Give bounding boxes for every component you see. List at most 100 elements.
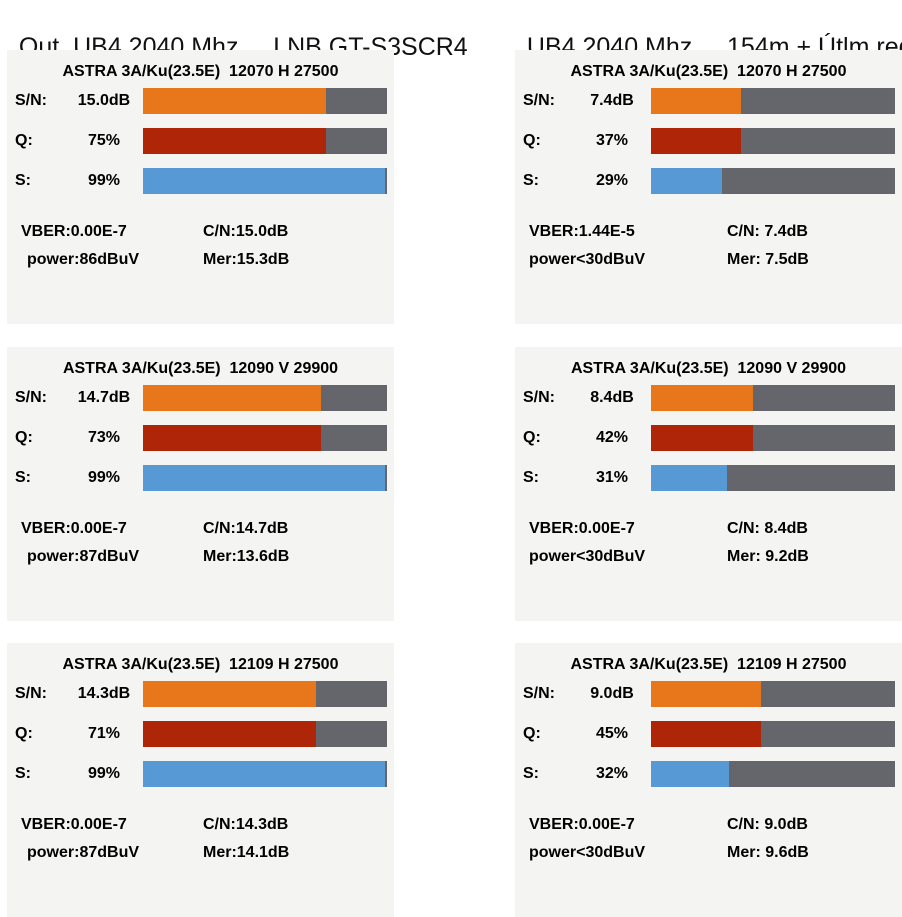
signal-label: S:	[523, 469, 539, 486]
signal-bar	[651, 465, 895, 491]
cn-value: C/N:14.3dB	[203, 816, 289, 833]
vber-value: VBER:0.00E-7	[21, 816, 127, 833]
quality-label: Q:	[15, 132, 33, 149]
signal-label: S:	[15, 469, 31, 486]
quality-bar	[143, 128, 387, 154]
snr-bar-fill	[143, 88, 326, 114]
quality-bar-fill	[651, 721, 761, 747]
signal-bar	[143, 168, 387, 194]
quality-bar-fill	[143, 721, 317, 747]
signal-bar-fill	[143, 465, 385, 491]
signal-meter-row: S: 31%	[515, 465, 902, 491]
cn-value: C/N:14.7dB	[203, 520, 289, 537]
signal-label: S:	[15, 172, 31, 189]
transponder-title: ASTRA 3A/Ku(23.5E) 12090 V 29900	[570, 360, 847, 377]
snr-bar-fill	[651, 88, 742, 114]
signal-label: S:	[523, 172, 539, 189]
quality-meter-row: Q: 37%	[515, 128, 902, 154]
measurement-panel-1: ASTRA 3A/Ku(23.5E) 12070 H 27500 S/N: 15…	[7, 50, 394, 324]
quality-bar-fill	[651, 425, 754, 451]
snr-value: 14.3dB	[77, 685, 131, 702]
snr-meter-row: S/N: 14.7dB	[7, 385, 394, 411]
snr-bar-fill	[143, 385, 322, 411]
quality-meter-row: Q: 42%	[515, 425, 902, 451]
quality-bar	[143, 721, 387, 747]
power-value: power:87dBuV	[27, 548, 140, 565]
signal-bar	[143, 761, 387, 787]
power-value: power<30dBuV	[529, 548, 646, 565]
signal-value: 99%	[87, 469, 121, 486]
snr-value: 8.4dB	[590, 389, 634, 406]
signal-label: S:	[523, 765, 539, 782]
snr-label: S/N:	[15, 685, 47, 702]
quality-value: 37%	[595, 132, 629, 149]
quality-bar	[143, 425, 387, 451]
transponder-title: ASTRA 3A/Ku(23.5E) 12070 H 27500	[570, 63, 847, 80]
snr-value: 9.0dB	[590, 685, 634, 702]
quality-meter-row: Q: 71%	[7, 721, 394, 747]
snr-label: S/N:	[523, 685, 555, 702]
snr-bar	[651, 385, 895, 411]
measurement-panel-4: ASTRA 3A/Ku(23.5E) 12090 V 29900 S/N: 8.…	[515, 347, 902, 621]
mer-value: Mer:13.6dB	[203, 548, 290, 565]
cn-value: C/N:15.0dB	[203, 223, 289, 240]
signal-bar-fill	[651, 465, 727, 491]
signal-bar-fill	[143, 168, 385, 194]
power-value: power<30dBuV	[529, 844, 646, 861]
vber-value: VBER:0.00E-7	[21, 520, 127, 537]
transponder-title: ASTRA 3A/Ku(23.5E) 12070 H 27500	[62, 63, 339, 80]
signal-bar	[651, 168, 895, 194]
mer-value: Mer:14.1dB	[203, 844, 290, 861]
vber-value: VBER:1.44E-5	[529, 223, 635, 240]
snr-meter-row: S/N: 15.0dB	[7, 88, 394, 114]
quality-label: Q:	[15, 725, 33, 742]
measurement-panel-3: ASTRA 3A/Ku(23.5E) 12090 V 29900 S/N: 14…	[7, 347, 394, 621]
quality-bar-fill	[651, 128, 742, 154]
snr-value: 7.4dB	[590, 92, 634, 109]
signal-meter-row: S: 99%	[7, 761, 394, 787]
signal-label: S:	[15, 765, 31, 782]
quality-bar	[651, 425, 895, 451]
signal-meter-row: S: 99%	[7, 168, 394, 194]
quality-value: 45%	[595, 725, 629, 742]
mer-value: Mer: 7.5dB	[727, 251, 809, 268]
vber-value: VBER:0.00E-7	[529, 816, 635, 833]
signal-bar-fill	[651, 168, 722, 194]
signal-bar-fill	[143, 761, 385, 787]
snr-meter-row: S/N: 9.0dB	[515, 681, 902, 707]
transponder-title: ASTRA 3A/Ku(23.5E) 12109 H 27500	[62, 656, 339, 673]
quality-value: 73%	[87, 429, 121, 446]
mer-value: Mer: 9.6dB	[727, 844, 809, 861]
quality-meter-row: Q: 45%	[515, 721, 902, 747]
signal-value: 99%	[87, 765, 121, 782]
snr-label: S/N:	[523, 389, 555, 406]
signal-value: 32%	[595, 765, 629, 782]
quality-bar-fill	[143, 128, 326, 154]
transponder-title: ASTRA 3A/Ku(23.5E) 12109 H 27500	[570, 656, 847, 673]
mer-value: Mer: 9.2dB	[727, 548, 809, 565]
quality-bar-fill	[143, 425, 322, 451]
quality-meter-row: Q: 73%	[7, 425, 394, 451]
signal-value: 99%	[87, 172, 121, 189]
signal-bar	[651, 761, 895, 787]
snr-meter-row: S/N: 8.4dB	[515, 385, 902, 411]
signal-value: 29%	[595, 172, 629, 189]
snr-meter-row: S/N: 7.4dB	[515, 88, 902, 114]
mer-value: Mer:15.3dB	[203, 251, 290, 268]
quality-bar	[651, 721, 895, 747]
signal-meter-row: S: 32%	[515, 761, 902, 787]
snr-label: S/N:	[15, 92, 47, 109]
quality-label: Q:	[15, 429, 33, 446]
quality-label: Q:	[523, 429, 541, 446]
snr-bar-fill	[651, 385, 754, 411]
quality-label: Q:	[523, 725, 541, 742]
vber-value: VBER:0.00E-7	[529, 520, 635, 537]
measurement-panel-2: ASTRA 3A/Ku(23.5E) 12070 H 27500 S/N: 7.…	[515, 50, 902, 324]
snr-label: S/N:	[523, 92, 555, 109]
quality-meter-row: Q: 75%	[7, 128, 394, 154]
power-value: power<30dBuV	[529, 251, 646, 268]
snr-value: 15.0dB	[77, 92, 131, 109]
signal-meter-row: S: 29%	[515, 168, 902, 194]
quality-label: Q:	[523, 132, 541, 149]
power-value: power:87dBuV	[27, 844, 140, 861]
